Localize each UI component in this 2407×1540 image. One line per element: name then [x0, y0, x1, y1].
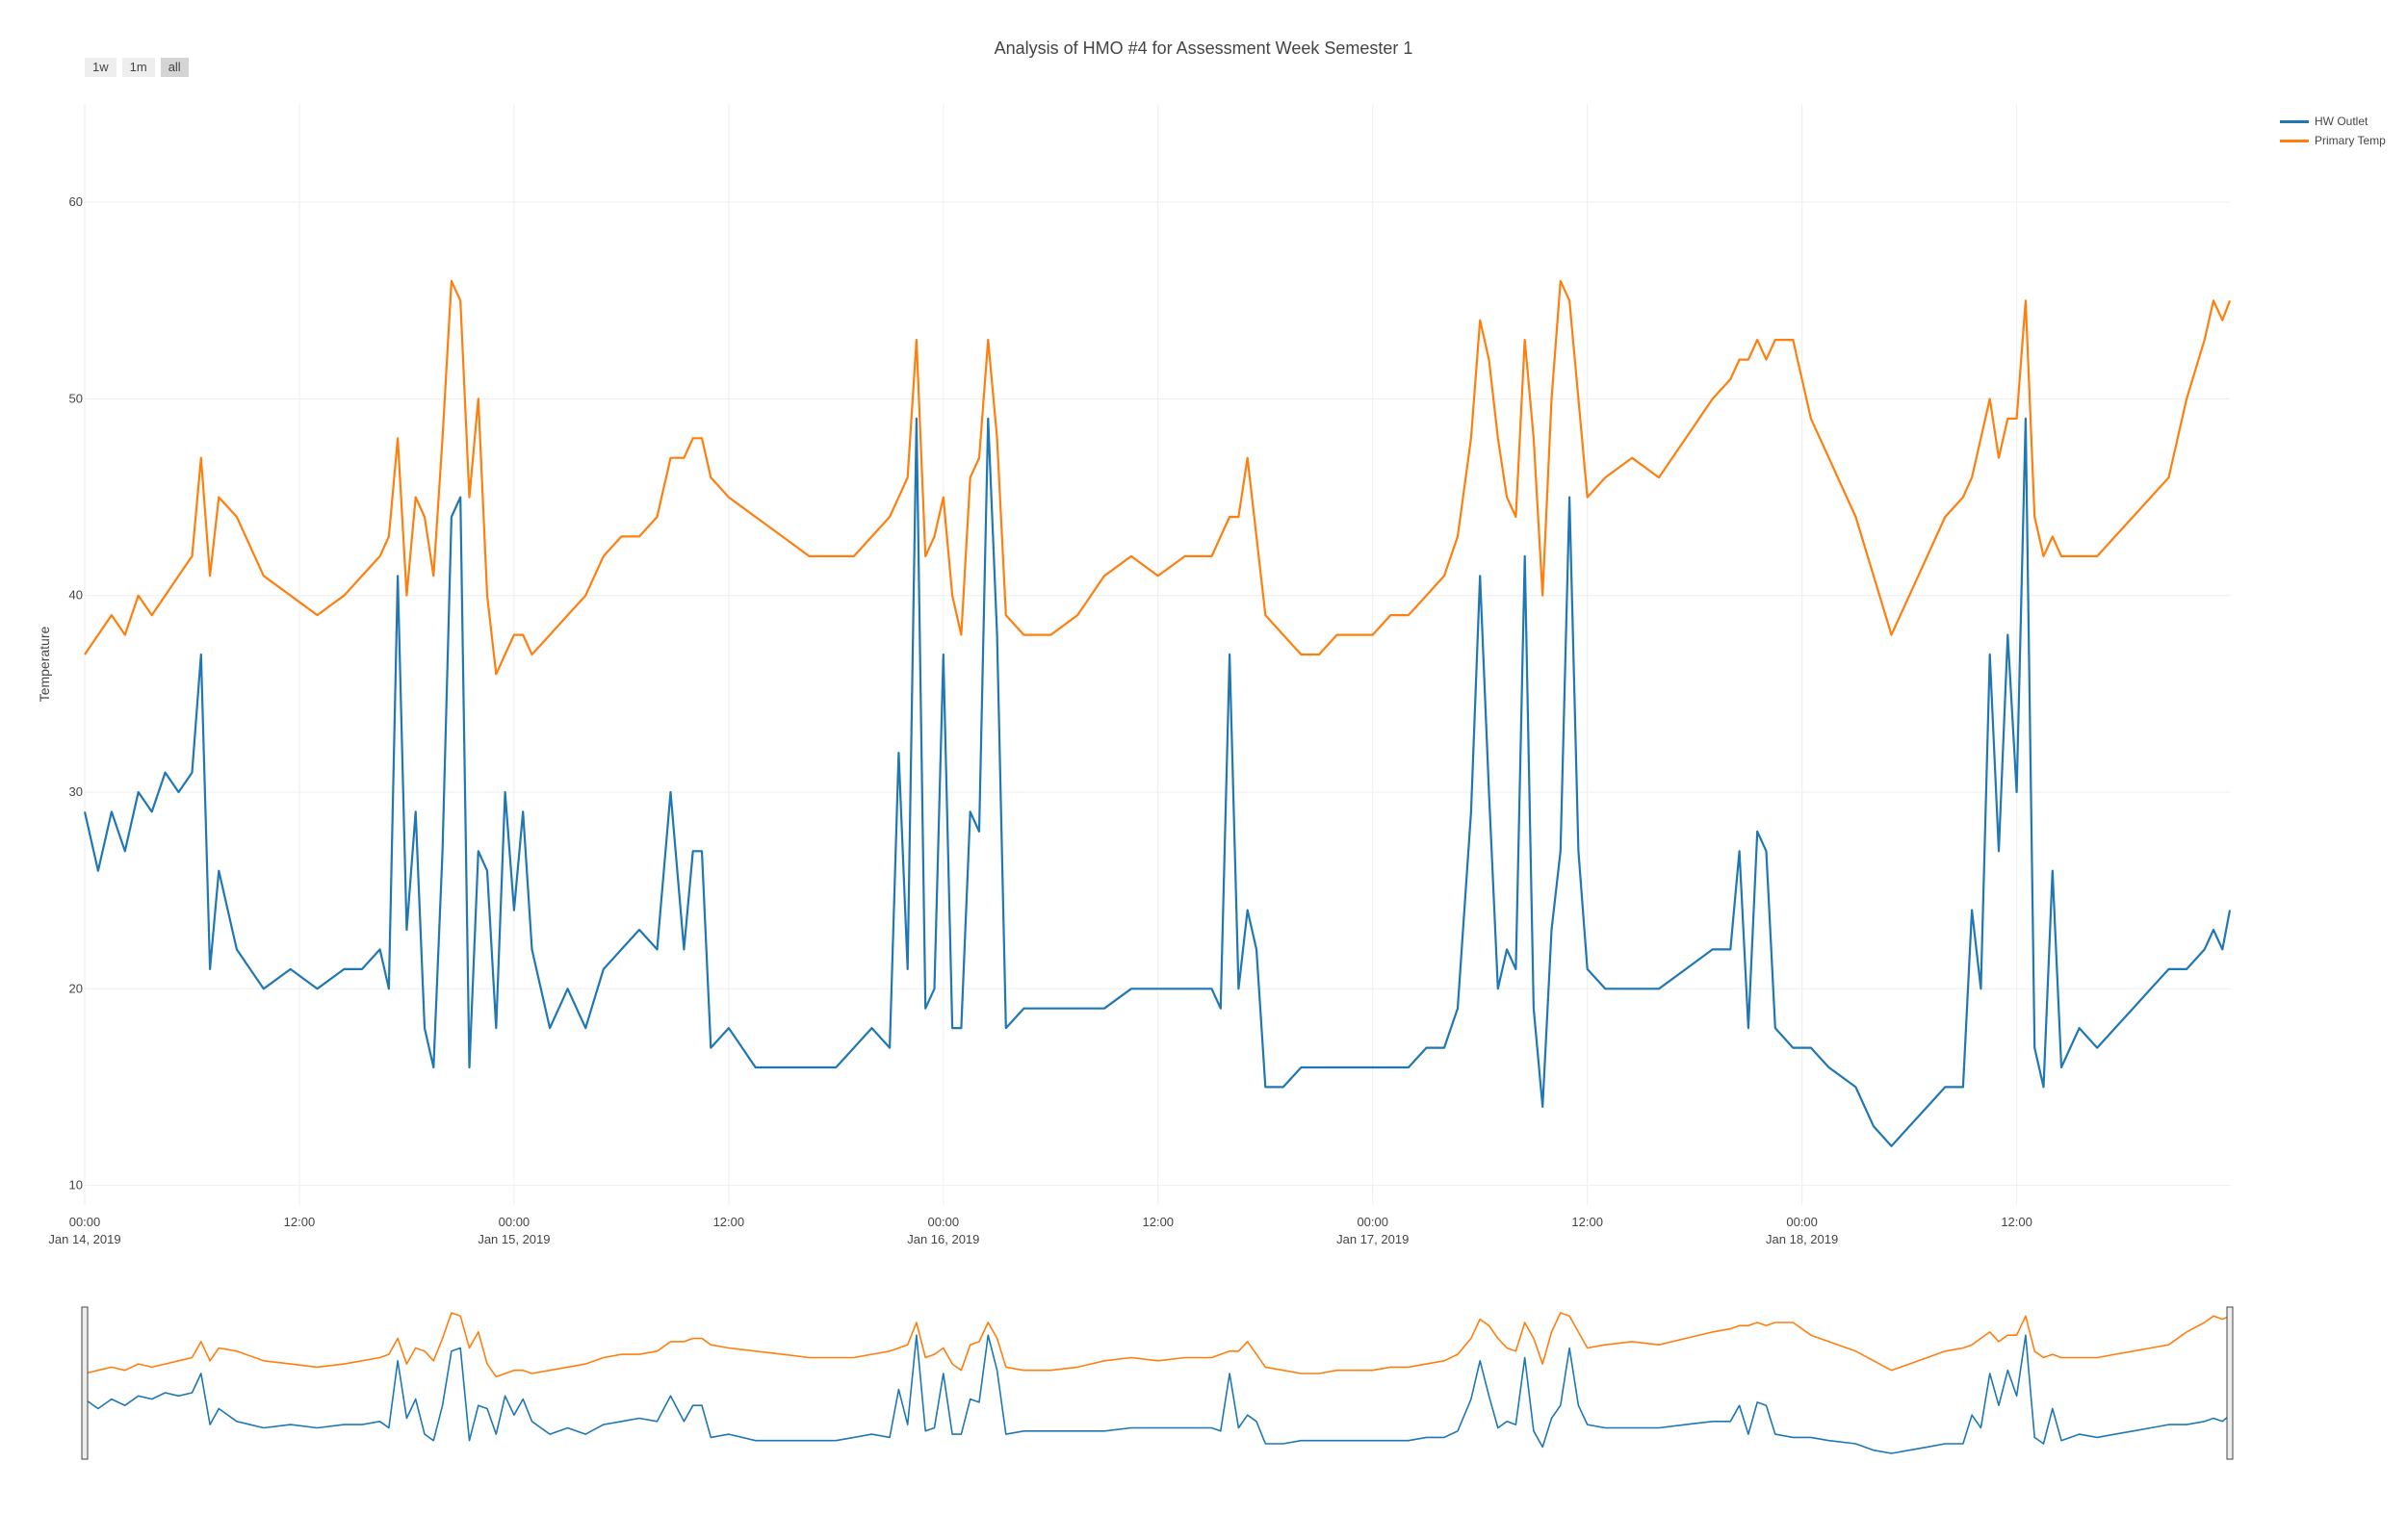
x-tick-label: 12:00	[1143, 1215, 1175, 1229]
x-tick-date-label: Jan 16, 2019	[907, 1232, 979, 1246]
legend-swatch-primary-temp	[2280, 139, 2309, 142]
range-button-1m[interactable]: 1m	[121, 58, 155, 77]
slider-handle-right	[2226, 1306, 2234, 1460]
x-tick-label: 00:00	[1786, 1215, 1818, 1229]
slider-line-hw-outlet	[84, 1334, 2231, 1454]
x-tick-date-label: Jan 14, 2019	[48, 1232, 120, 1246]
range-slider[interactable]	[81, 1306, 2234, 1460]
x-tick-label: 12:00	[2001, 1215, 2032, 1229]
series-line-hw-outlet	[83, 417, 2232, 1147]
range-selector: 1w 1m all	[85, 58, 189, 77]
x-tick-label: 12:00	[284, 1215, 316, 1229]
series-line-primary-temp	[84, 279, 2232, 676]
x-tick-date-label: Jan 17, 2019	[1336, 1232, 1409, 1246]
x-tick-label: 12:00	[1571, 1215, 1603, 1229]
y-tick-label: 10	[69, 1178, 83, 1193]
x-tick-label: 12:00	[713, 1215, 745, 1229]
y-tick-label: 50	[69, 391, 83, 405]
x-tick-label: 00:00	[1357, 1215, 1388, 1229]
y-tick-label: 60	[69, 194, 83, 209]
legend-label-hw-outlet: HW Outlet	[2315, 115, 2368, 128]
y-tick-label: 40	[69, 588, 83, 603]
slider-line-primary-temp	[84, 1312, 2231, 1378]
x-tick-label: 00:00	[499, 1215, 531, 1229]
chart-title: Analysis of HMO #4 for Assessment Week S…	[994, 38, 1413, 58]
range-button-1w[interactable]: 1w	[85, 58, 116, 77]
legend-item-primary-temp[interactable]: Primary Temp	[2280, 131, 2386, 150]
axis-layer: 10 20 30 40 50 60 00:00 Jan 14, 2019 12:00 00:00 J…	[48, 194, 2032, 1246]
series-layer	[83, 279, 2232, 1147]
legend-swatch-hw-outlet	[2280, 119, 2309, 123]
legend: HW Outlet Primary Temp	[2280, 112, 2386, 150]
x-tick-date-label: Jan 15, 2019	[478, 1232, 550, 1246]
y-tick-label: 30	[69, 784, 83, 799]
y-tick-label: 20	[69, 981, 83, 995]
range-button-all[interactable]: all	[160, 58, 189, 77]
legend-label-primary-temp: Primary Temp	[2315, 134, 2386, 147]
x-tick-date-label: Jan 18, 2019	[1766, 1232, 1838, 1246]
x-tick-label: 00:00	[69, 1215, 101, 1229]
x-tick-label: 00:00	[928, 1215, 960, 1229]
slider-handle-left	[81, 1306, 89, 1460]
legend-item-hw-outlet[interactable]: HW Outlet	[2280, 112, 2386, 131]
grid-layer	[84, 104, 2230, 1205]
